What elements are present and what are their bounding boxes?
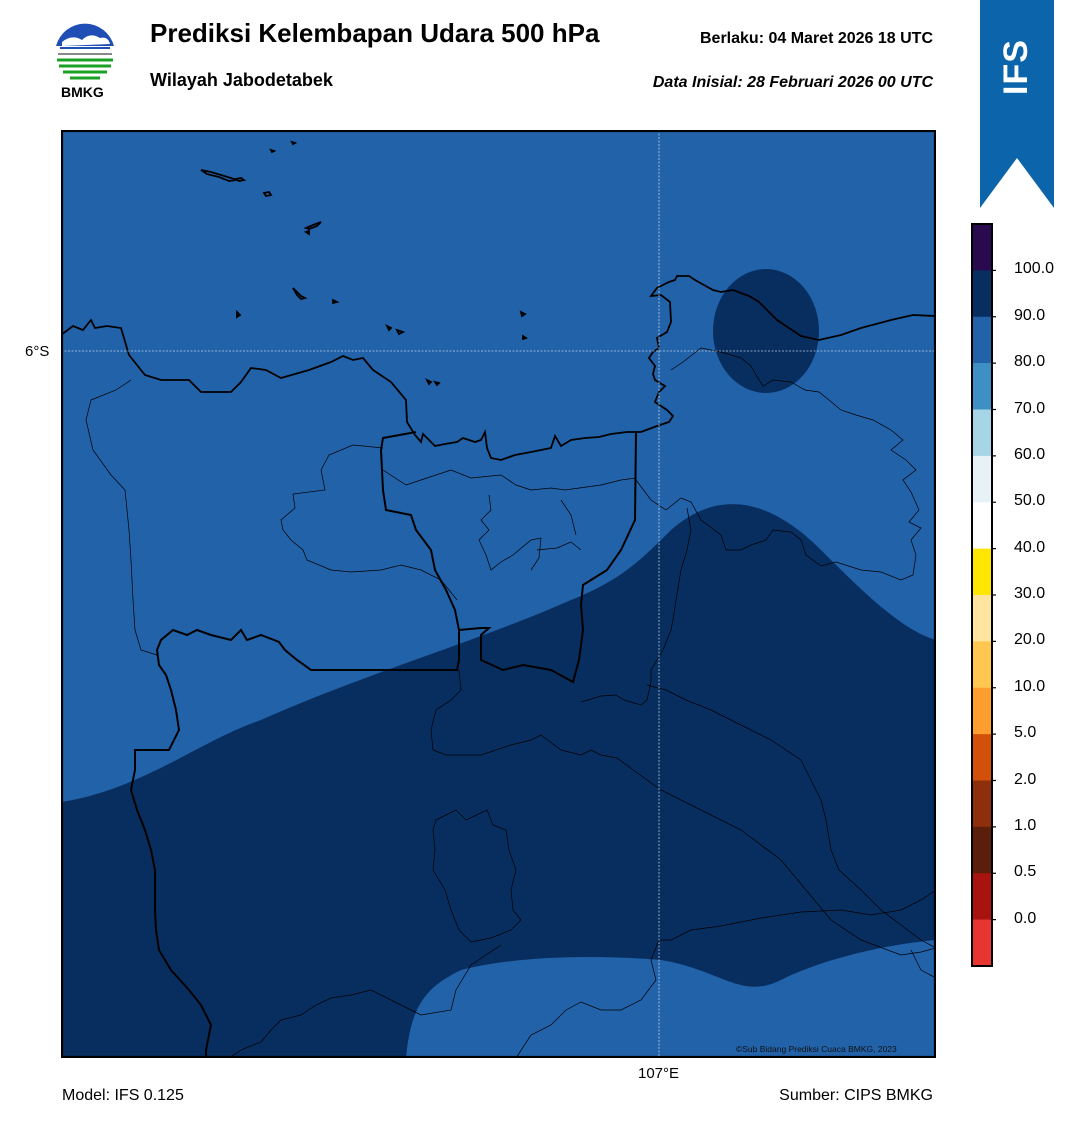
colorbar-swatch xyxy=(972,455,992,503)
coastline xyxy=(63,275,934,461)
province-borders xyxy=(129,431,637,1056)
map-credit: ©Sub Bidang Prediksi Cuaca BMKG, 2023 xyxy=(736,1044,897,1054)
islands xyxy=(200,140,529,387)
colorbar-label: 50.0 xyxy=(1014,492,1046,510)
colorbar-swatch xyxy=(972,873,992,920)
logo-text: BMKG xyxy=(61,84,104,100)
colorbar-label: 0.0 xyxy=(1014,909,1037,927)
colorbar-swatch xyxy=(972,224,992,271)
colorbar-label: 100.0 xyxy=(1014,260,1055,278)
colorbar-swatch xyxy=(972,595,992,642)
colorbar-swatch xyxy=(972,780,992,828)
ifs-badge xyxy=(980,0,1054,208)
colorbar-swatch xyxy=(972,270,992,318)
graticule xyxy=(63,132,934,1056)
init-time: Data Inisial: 28 Februari 2026 00 UTC xyxy=(652,74,933,91)
field-90-100-ne xyxy=(713,269,819,393)
source-footer: Sumber: CIPS BMKG xyxy=(779,1087,933,1104)
colorbar xyxy=(971,223,996,967)
colorbar-swatch xyxy=(972,641,992,689)
bmkg-logo-icon xyxy=(54,22,116,84)
colorbar-label: 30.0 xyxy=(1014,585,1046,602)
colorbar-swatch xyxy=(972,734,992,781)
colorbar-swatch xyxy=(972,363,992,410)
region-subtitle: Wilayah Jabodetabek xyxy=(150,70,333,90)
colorbar-label: 10.0 xyxy=(1014,677,1046,695)
lon-tick-label: 107°E xyxy=(638,1065,680,1082)
colorbar-label: 2.0 xyxy=(1014,770,1037,788)
chart-title: Prediksi Kelembapan Udara 500 hPa xyxy=(150,18,600,48)
colorbar-label: 5.0 xyxy=(1014,724,1037,742)
colorbar-swatch xyxy=(972,409,992,457)
field-90-100-main xyxy=(63,504,934,1056)
colorbar-label: 40.0 xyxy=(1014,538,1046,556)
colorbar-label: 1.0 xyxy=(1014,816,1037,834)
colorbar-label: 20.0 xyxy=(1014,631,1046,649)
colorbar-label: 70.0 xyxy=(1014,399,1046,417)
colorbar-swatch xyxy=(972,316,992,364)
colorbar-swatch xyxy=(972,826,992,874)
colorbar-label: 60.0 xyxy=(1014,445,1046,463)
regency-borders xyxy=(85,347,934,1056)
colorbar-swatch xyxy=(972,919,992,967)
lat-tick-label: 6°S xyxy=(25,343,50,360)
humidity-map xyxy=(61,130,936,1058)
colorbar-label: 90.0 xyxy=(1014,306,1046,324)
colorbar-label: 80.0 xyxy=(1014,353,1046,371)
colorbar-swatch xyxy=(972,502,992,549)
ifs-badge-label: IFS xyxy=(997,39,1035,95)
colorbar-swatch xyxy=(972,548,992,596)
colorbar-swatch xyxy=(972,687,992,735)
model-footer: Model: IFS 0.125 xyxy=(62,1087,184,1104)
valid-time: Berlaku: 04 Maret 2026 18 UTC xyxy=(700,30,933,47)
colorbar-label: 0.5 xyxy=(1014,863,1037,881)
